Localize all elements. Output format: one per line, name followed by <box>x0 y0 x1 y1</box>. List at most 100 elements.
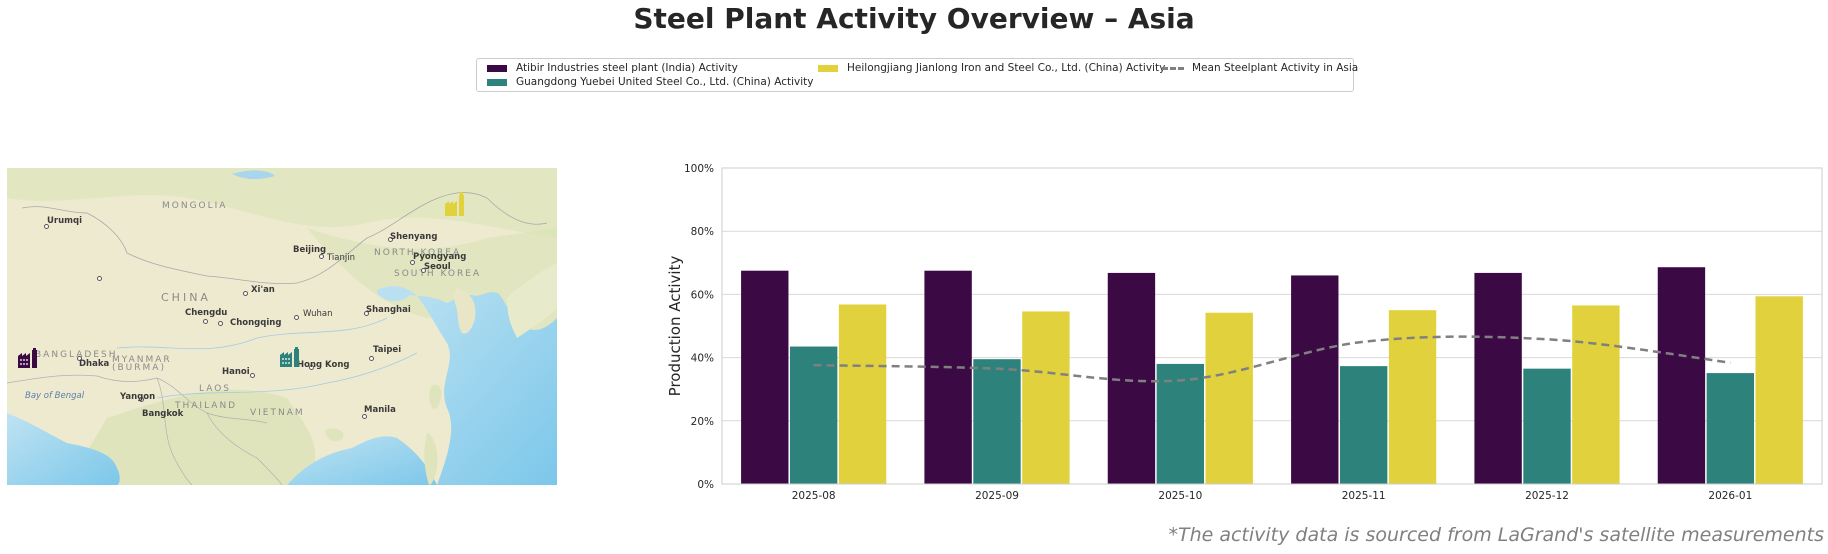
mean-activity-line <box>813 335 1731 383</box>
bar-2026-01-series-0 <box>1657 267 1706 484</box>
legend-dash-line <box>1162 66 1184 70</box>
city-marker <box>97 276 102 281</box>
map-label-country: CHINA <box>161 291 211 304</box>
bar-2025-11-series-0 <box>1291 275 1339 484</box>
map-label-country: VIETNAM <box>250 408 305 418</box>
map-label-country: MYANMAR <box>112 355 172 365</box>
bar-2025-08-series-1 <box>789 346 838 484</box>
city-marker <box>388 237 393 242</box>
map-label-country: SOUTH KOREA <box>394 269 482 279</box>
map-label-city: Seoul <box>424 262 451 272</box>
factory-icon-heilongjiang[interactable] <box>445 192 467 216</box>
bar-2025-09-series-1 <box>973 359 1021 484</box>
x-tick-label: 2025-09 <box>975 490 1019 502</box>
bar-2025-12-series-2 <box>1572 305 1620 484</box>
legend-item-guangdong: Guangdong Yuebei United Steel Co., Ltd. … <box>487 76 813 88</box>
map-label-city: Chongqing <box>230 318 282 328</box>
map-label-city: Dhaka <box>79 359 110 369</box>
legend-item-atibir: Atibir Industries steel plant (India) Ac… <box>487 62 738 74</box>
map-basemap <box>7 168 557 485</box>
bar-2025-12-series-0 <box>1474 272 1522 484</box>
map-label-city: Urumqi <box>47 216 83 226</box>
city-marker <box>77 356 82 361</box>
y-tick-label: 40% <box>691 353 714 365</box>
y-tick-label: 80% <box>691 226 714 238</box>
legend-item-heilongjiang: Heilongjiang Jianlong Iron and Steel Co.… <box>818 62 1165 74</box>
legend-label: Heilongjiang Jianlong Iron and Steel Co.… <box>847 62 1166 74</box>
city-marker <box>218 321 223 326</box>
grid-lines <box>722 167 1822 485</box>
city-marker <box>362 414 367 419</box>
bar-2025-11-series-2 <box>1388 310 1437 484</box>
map-label-city: Taipei <box>373 345 402 355</box>
map-label-city: Hong Kong <box>297 360 350 370</box>
y-tick-label: 100% <box>684 163 714 175</box>
city-marker <box>319 254 324 259</box>
x-tick-label: 2025-10 <box>1158 490 1202 502</box>
legend-label: Atibir Industries steel plant (India) Ac… <box>516 62 738 74</box>
map-label-country: NORTH KOREA <box>374 248 462 258</box>
legend-item-mean: Mean Steelplant Activity in Asia <box>1162 62 1358 74</box>
city-marker <box>250 373 255 378</box>
city-marker <box>309 365 314 370</box>
city-marker <box>139 397 144 402</box>
map-label-sea: Bay of Bengal <box>25 391 85 401</box>
x-tick-label: 2025-08 <box>792 490 836 502</box>
legend-swatch <box>487 64 507 72</box>
map-label-country: MONGOLIA <box>162 201 228 211</box>
bar-2025-12-series-1 <box>1523 368 1571 484</box>
bar-2025-08-series-2 <box>838 304 887 484</box>
bars <box>741 267 1803 484</box>
legend-swatch <box>487 78 507 86</box>
map-label-country: BANGLADESH <box>35 350 118 360</box>
plot-frame <box>721 167 1823 485</box>
factory-icon-atibir[interactable] <box>18 348 40 368</box>
city-marker <box>421 268 426 273</box>
x-axis-ticks: 2025-08 2025-09 2025-10 2025-11 2025-12 2026-… <box>792 490 1753 502</box>
x-tick-label: 2026-01 <box>1708 490 1752 502</box>
y-axis-ticks: 0% 20% 40% 60% 80% 100% <box>684 163 714 491</box>
map-label-country: LAOS <box>199 384 232 394</box>
map-label-city: Xi'an <box>251 285 275 295</box>
bar-2025-11-series-1 <box>1339 366 1388 484</box>
bar-2026-01-series-1 <box>1706 373 1755 484</box>
source-note: *The activity data is sourced from LaGra… <box>1168 524 1824 546</box>
bar-2025-08-series-0 <box>741 270 789 484</box>
y-tick-label: 60% <box>691 289 714 301</box>
x-tick-label: 2025-12 <box>1525 490 1569 502</box>
bar-2025-09-series-0 <box>924 270 972 484</box>
chart-legend: Atibir Industries steel plant (India) Ac… <box>476 58 1358 92</box>
y-axis-label: Production Activity <box>666 256 684 397</box>
city-marker <box>44 224 49 229</box>
map-label-city: Bangkok <box>142 409 184 419</box>
city-marker <box>364 311 369 316</box>
y-tick-label: 0% <box>697 479 714 491</box>
map-label-country: THAILAND <box>175 401 238 411</box>
factory-icon-guangdong[interactable] <box>280 347 302 367</box>
legend-label: Guangdong Yuebei United Steel Co., Ltd. … <box>516 76 814 88</box>
bar-2026-01-series-2 <box>1755 296 1803 484</box>
x-tick-label: 2025-11 <box>1342 490 1386 502</box>
map-label-city: Yangon <box>120 392 156 402</box>
mean-line-layer <box>813 335 1731 383</box>
legend-label: Mean Steelplant Activity in Asia <box>1192 62 1359 74</box>
city-marker <box>243 291 248 296</box>
city-marker <box>410 260 415 265</box>
map-label-city: Manila <box>364 405 396 415</box>
map-label-city: Shanghai <box>366 305 411 315</box>
map-label-city: Beijing <box>293 245 327 255</box>
bar-2025-10-series-1 <box>1156 363 1205 484</box>
map-label-city: Chengdu <box>185 308 228 318</box>
asia-map[interactable]: MONGOLIA CHINA NORTH KOREA SOUTH KOREA B… <box>7 168 557 485</box>
city-marker <box>369 356 374 361</box>
map-label-city: Pyongyang <box>413 252 467 262</box>
bar-2025-10-series-2 <box>1205 312 1253 484</box>
page-title: Steel Plant Activity Overview – Asia <box>633 2 1195 35</box>
city-marker <box>294 315 299 320</box>
map-label-city: Wuhan <box>303 309 333 319</box>
map-label-city: Hanoi <box>222 367 250 377</box>
bar-2025-09-series-2 <box>1022 311 1070 484</box>
city-marker <box>203 319 208 324</box>
legend-swatch <box>818 64 838 72</box>
